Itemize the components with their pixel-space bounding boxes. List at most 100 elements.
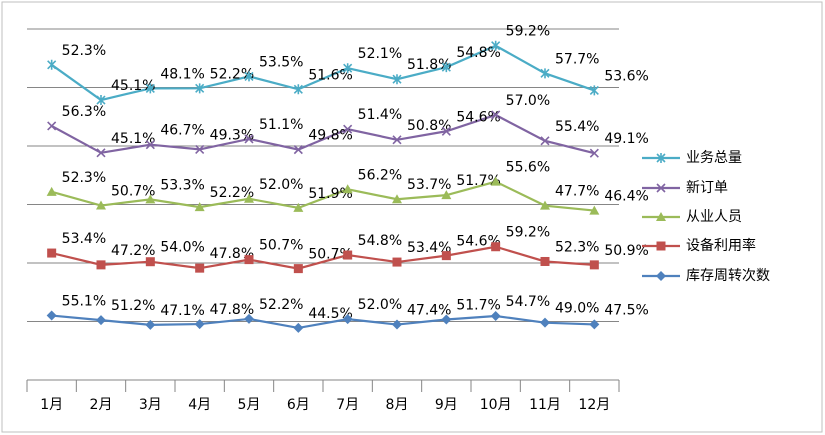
marker-shape bbox=[343, 63, 353, 74]
marker bbox=[96, 95, 106, 106]
data-label: 47.5% bbox=[604, 302, 648, 318]
data-label: 57.0% bbox=[506, 93, 550, 109]
marker-shape bbox=[47, 121, 57, 131]
data-label: 47.7% bbox=[555, 184, 599, 200]
marker-shape bbox=[342, 314, 353, 325]
marker bbox=[540, 317, 550, 328]
data-label: 52.3% bbox=[555, 239, 599, 255]
data-label: 53.3% bbox=[160, 177, 204, 193]
marker-shape bbox=[145, 319, 156, 330]
marker bbox=[145, 319, 156, 330]
data-label: 55.1% bbox=[62, 294, 106, 310]
data-label: 51.7% bbox=[456, 173, 500, 189]
marker bbox=[293, 202, 304, 212]
marker bbox=[293, 84, 303, 95]
marker-shape bbox=[589, 85, 599, 96]
marker bbox=[47, 121, 57, 131]
x-tick-label: 1月 bbox=[40, 397, 63, 413]
marker-shape bbox=[145, 140, 155, 150]
marker-shape bbox=[540, 200, 550, 210]
series-line bbox=[51, 245, 595, 270]
data-label: 53.6% bbox=[604, 68, 648, 84]
marker bbox=[293, 264, 303, 274]
marker-shape bbox=[195, 83, 205, 94]
marker bbox=[145, 83, 155, 94]
marker bbox=[145, 194, 156, 204]
marker-shape bbox=[589, 260, 599, 270]
data-label: 45.1% bbox=[111, 78, 155, 94]
marker bbox=[589, 148, 599, 158]
marker-shape bbox=[589, 319, 600, 330]
data-label: 59.2% bbox=[506, 24, 550, 40]
data-label: 49.3% bbox=[210, 127, 254, 143]
marker-shape bbox=[490, 311, 501, 322]
marker bbox=[194, 202, 205, 212]
marker bbox=[656, 212, 666, 221]
marker-shape bbox=[656, 153, 666, 163]
marker bbox=[441, 126, 451, 136]
data-label: 47.2% bbox=[111, 243, 155, 259]
marker-shape bbox=[441, 190, 452, 200]
marker-shape bbox=[491, 40, 501, 51]
marker bbox=[589, 85, 599, 96]
marker bbox=[195, 263, 205, 273]
legend-label: 库存周转次数 bbox=[686, 268, 770, 284]
marker-shape bbox=[343, 124, 353, 134]
marker-shape bbox=[244, 255, 254, 265]
marker-shape bbox=[244, 134, 254, 144]
marker-shape bbox=[293, 264, 303, 274]
marker-shape bbox=[195, 144, 205, 154]
data-label: 47.8% bbox=[210, 302, 254, 318]
marker bbox=[656, 241, 666, 251]
legend-label: 新订单 bbox=[686, 180, 728, 196]
marker bbox=[47, 59, 57, 70]
data-label: 54.6% bbox=[456, 109, 500, 125]
data-label: 52.2% bbox=[259, 297, 303, 313]
x-tick-label: 10月 bbox=[480, 397, 512, 413]
marker-shape bbox=[343, 250, 353, 260]
marker-shape bbox=[96, 200, 106, 210]
marker bbox=[342, 184, 353, 194]
marker-shape bbox=[540, 68, 550, 79]
legend-label: 从业人员 bbox=[686, 209, 742, 225]
data-label: 53.7% bbox=[407, 177, 451, 193]
marker bbox=[656, 153, 666, 163]
marker bbox=[540, 200, 550, 210]
marker bbox=[343, 124, 353, 134]
marker bbox=[96, 260, 106, 270]
marker-shape bbox=[96, 315, 106, 326]
marker-shape bbox=[392, 194, 402, 204]
marker-shape bbox=[244, 193, 254, 203]
marker-shape bbox=[244, 313, 254, 324]
data-label: 47.4% bbox=[407, 303, 451, 319]
marker-shape bbox=[293, 84, 303, 95]
marker-shape bbox=[392, 135, 402, 145]
marker bbox=[47, 248, 57, 258]
x-tick-label: 9月 bbox=[435, 397, 458, 413]
marker bbox=[540, 256, 550, 266]
marker-shape bbox=[540, 317, 550, 328]
marker bbox=[343, 250, 353, 260]
marker bbox=[441, 190, 452, 200]
marker-shape bbox=[195, 263, 205, 273]
marker-shape bbox=[491, 242, 501, 252]
data-label: 52.0% bbox=[358, 297, 402, 313]
marker-shape bbox=[96, 148, 106, 158]
marker-shape bbox=[490, 176, 501, 186]
data-label: 56.2% bbox=[358, 167, 402, 183]
data-label: 51.8% bbox=[407, 57, 451, 73]
marker-shape bbox=[441, 62, 451, 73]
marker-shape bbox=[194, 202, 205, 212]
data-label: 51.4% bbox=[358, 107, 402, 123]
marker-shape bbox=[441, 314, 452, 325]
data-label: 55.6% bbox=[506, 160, 550, 176]
marker bbox=[392, 135, 402, 145]
data-label: 53.5% bbox=[259, 54, 303, 70]
data-label: 51.2% bbox=[111, 298, 155, 314]
x-tick-label: 12月 bbox=[578, 397, 610, 413]
data-label: 54.8% bbox=[358, 233, 402, 249]
data-label: 53.4% bbox=[62, 231, 106, 247]
marker-shape bbox=[145, 194, 156, 204]
